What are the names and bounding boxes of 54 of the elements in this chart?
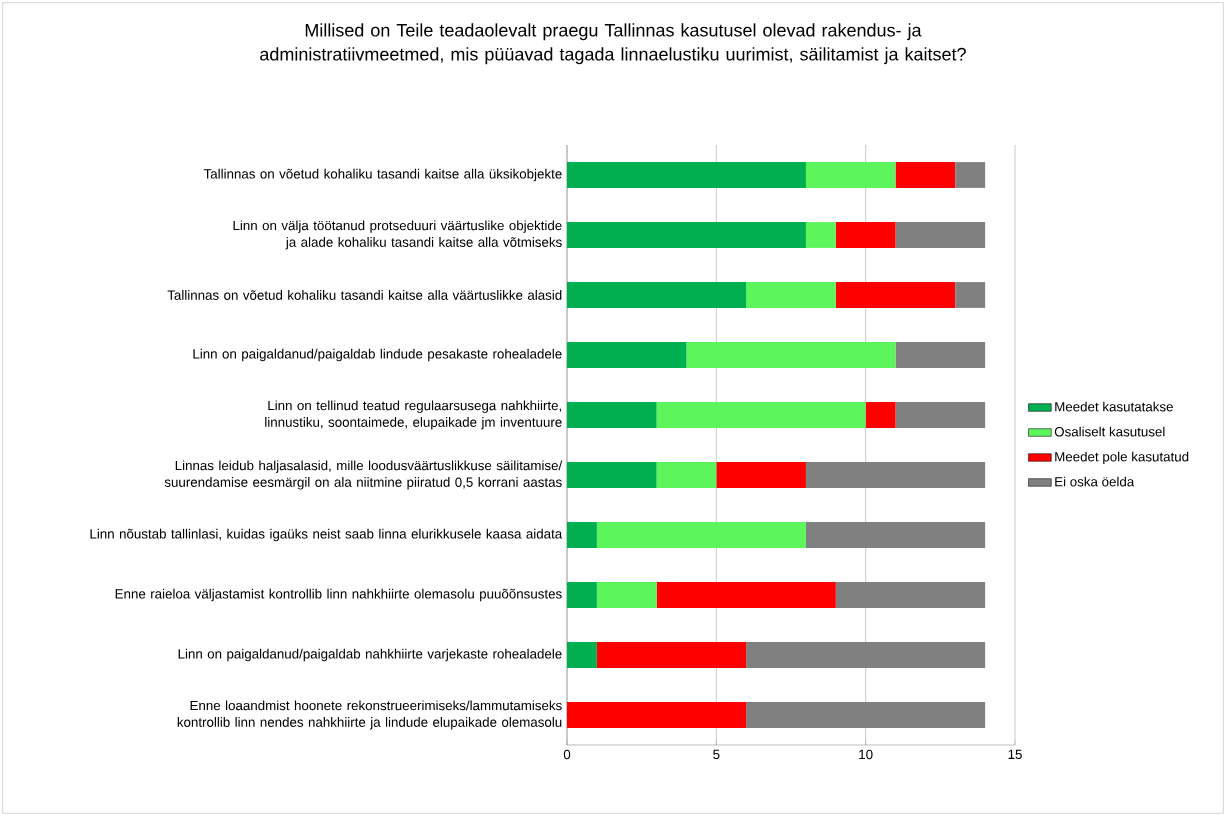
bar: [746, 702, 986, 728]
bar: [895, 162, 956, 188]
legend-label: Meedet kasutatakse: [1055, 401, 1173, 412]
bar: [596, 522, 806, 548]
legend-label: Meedet pole kasutatud: [1055, 451, 1189, 465]
bar: [955, 282, 986, 308]
bar: [656, 582, 836, 608]
bar: [835, 222, 896, 248]
y-tick-label: Linn on välja töötanud protseduuri väärtuslike objektide ja alade kohaliku tasandi kaitse alla võtmiseks: [233, 220, 562, 250]
bar: [567, 702, 747, 728]
bar: [835, 282, 956, 308]
bar: [955, 162, 986, 188]
y-tick-label: Linn on paigaldanud/paigaldab lindude pesakaste rohealadele: [193, 348, 562, 362]
bar: [567, 402, 657, 428]
bar: [895, 222, 986, 248]
y-tick-label: Linn on paigaldanud/paigaldab nahkhiirte varjekaste rohealadele: [178, 648, 562, 662]
y-tick-label: Linn nõustab tallinlasi, kuidas igaüks neist saab linna elurikkusele kaasa aidata: [90, 528, 563, 542]
bar: [686, 342, 896, 368]
x-tick-label: 10: [859, 749, 873, 760]
bar: [805, 222, 836, 248]
bar: [746, 642, 986, 668]
bar: [596, 582, 657, 608]
bar: [567, 642, 597, 668]
bar: [865, 402, 896, 428]
bar: [596, 642, 747, 668]
bar: [895, 402, 986, 428]
y-tick-label: Enne loaandmist hoonete rekonstrueerimiseks/lammutamiseks kontrollib linn nendes nahkhiirte ja lindude elupaikade olemasolu: [177, 700, 562, 730]
bar: [805, 462, 986, 488]
bar: [805, 162, 896, 188]
bar: [656, 462, 717, 488]
chart-title: Millised on Teile teadaolevalt praegu Tallinnas kasutusel olevad rakendus- ja administratiivmeetmed, mis püüavad tagada linnaelustiku uurimist, säilitamist ja kaitset?: [260, 23, 966, 65]
x-tick-label: 0: [563, 749, 571, 760]
bar: [567, 582, 597, 608]
y-tick-label: Linn on tellinud teatud regulaarsusega nahkhiirte, linnustiku, soontaimede, elupaikade jm inventuure: [265, 400, 562, 430]
bar: [567, 522, 597, 548]
y-tick-label: Enne raieloa väljastamist kontrollib linn nahkhiirte olemasolu puuõõnsustes: [115, 588, 562, 602]
bar: [835, 582, 986, 608]
bar: [567, 222, 806, 248]
legend-label: Osaliselt kasutusel: [1054, 426, 1165, 437]
x-tick-label: 15: [1008, 749, 1022, 759]
y-tick-label: Tallinnas on võetud kohaliku tasandi kaitse alla üksikobjekte: [203, 168, 562, 182]
bar: [567, 282, 747, 308]
bar: [567, 162, 806, 188]
bar: [567, 342, 687, 368]
bar: [895, 342, 986, 368]
bar: [567, 462, 657, 488]
bar: [716, 462, 806, 488]
x-tick-label: 5: [713, 749, 720, 759]
bar: [656, 402, 866, 428]
legend-label: Ei oska öelda: [1055, 476, 1135, 487]
bar: [746, 282, 836, 308]
y-tick-label: Tallinnas on võetud kohaliku tasandi kaitse alla väärtuslikke alasid: [167, 290, 562, 300]
bar: [805, 522, 986, 548]
y-tick-label: Linnas leidub haljasalasid, mille loodusväärtuslikkuse säilitamise/ suurendamise eesmärgil on ala niitmine piiratud 0,5 korrani aastas: [164, 460, 563, 490]
